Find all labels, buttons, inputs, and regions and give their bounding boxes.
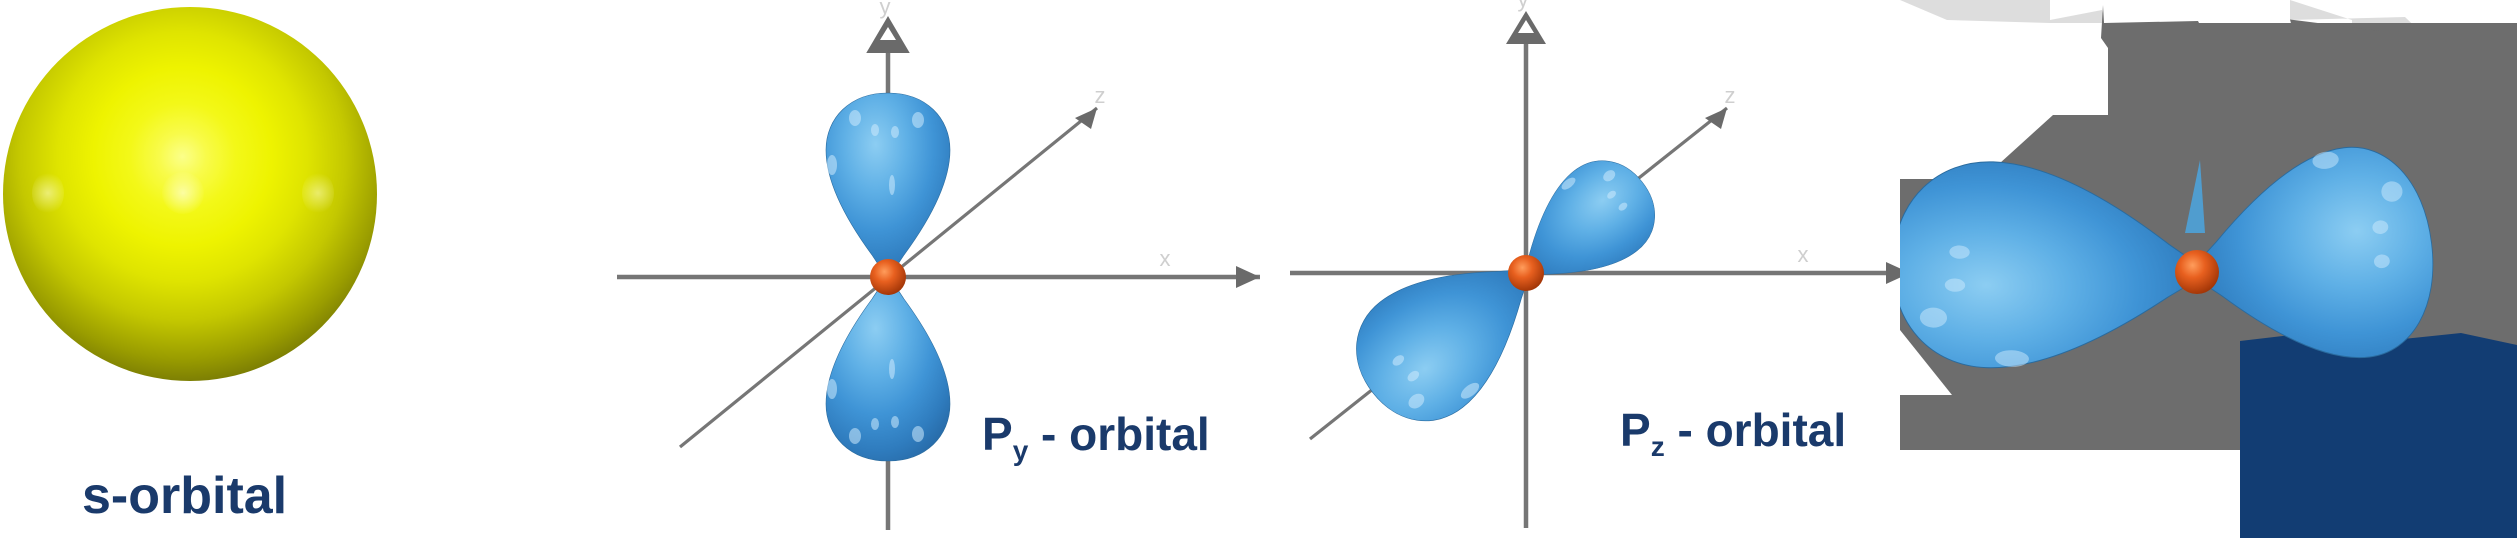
svg-text:x: x bbox=[1798, 242, 1809, 267]
svg-text:Pz - orbital: Pz - orbital bbox=[1620, 404, 1846, 462]
svg-text:z: z bbox=[1095, 83, 1106, 108]
svg-text:x: x bbox=[1160, 246, 1171, 271]
svg-text:y: y bbox=[1518, 0, 1529, 12]
svg-text:y: y bbox=[880, 0, 891, 19]
svg-text:z: z bbox=[1725, 83, 1736, 108]
svg-text:Py - orbital: Py - orbital bbox=[982, 408, 1210, 466]
